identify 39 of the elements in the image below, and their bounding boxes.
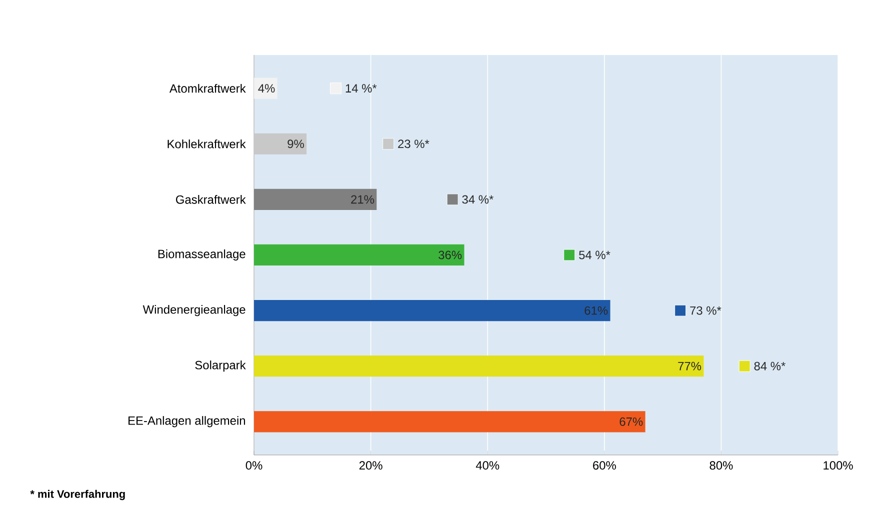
data-label: 14 %*	[346, 84, 377, 92]
y-tick-label: EE-Anlagen allgemein	[128, 416, 246, 428]
y-tick-label: Atomkraftwerk	[169, 84, 246, 93]
data-label: 9%	[288, 140, 304, 148]
y-tick-label: Biomasseanlage	[158, 249, 246, 261]
data-label: 36%	[438, 250, 462, 260]
bar	[254, 133, 307, 154]
text: * mit Vorerfahrung	[30, 490, 125, 500]
data-label: 23 %*	[398, 140, 430, 148]
point	[738, 360, 750, 372]
y-tick-label: Gaskraftwerk	[176, 195, 246, 204]
x-tick-label: 0%	[246, 461, 262, 470]
data-label: 77%	[678, 362, 702, 370]
y-tick-label: Solarpark	[195, 360, 246, 372]
bar	[254, 78, 278, 99]
x-tick-label: 80%	[710, 461, 733, 470]
x-tick-label: 100%	[824, 461, 853, 470]
bar	[254, 244, 464, 266]
data-label: 61%	[584, 306, 608, 315]
y-tick-label: Kohlekraftwerk	[168, 140, 246, 148]
data-label: 73 %*	[690, 306, 722, 315]
point	[446, 194, 458, 206]
point	[564, 249, 576, 261]
x-tick-label: 40%	[476, 461, 500, 470]
point	[382, 138, 394, 150]
data-label: 4%	[258, 84, 275, 92]
bar	[254, 411, 646, 432]
point	[674, 304, 686, 316]
y-tick-label: Windenergieanlage	[142, 304, 246, 316]
data-label: 67%	[620, 417, 643, 426]
data-label: 34 %*	[462, 195, 494, 204]
point	[330, 82, 342, 94]
data-label: 21%	[351, 195, 374, 204]
x-tick-label: 20%	[359, 461, 382, 470]
data-label: 54 %*	[579, 250, 610, 260]
bar	[254, 300, 610, 322]
data-label: 84 %*	[754, 362, 786, 370]
x-tick-label: 60%	[593, 461, 616, 470]
bar	[254, 356, 704, 377]
